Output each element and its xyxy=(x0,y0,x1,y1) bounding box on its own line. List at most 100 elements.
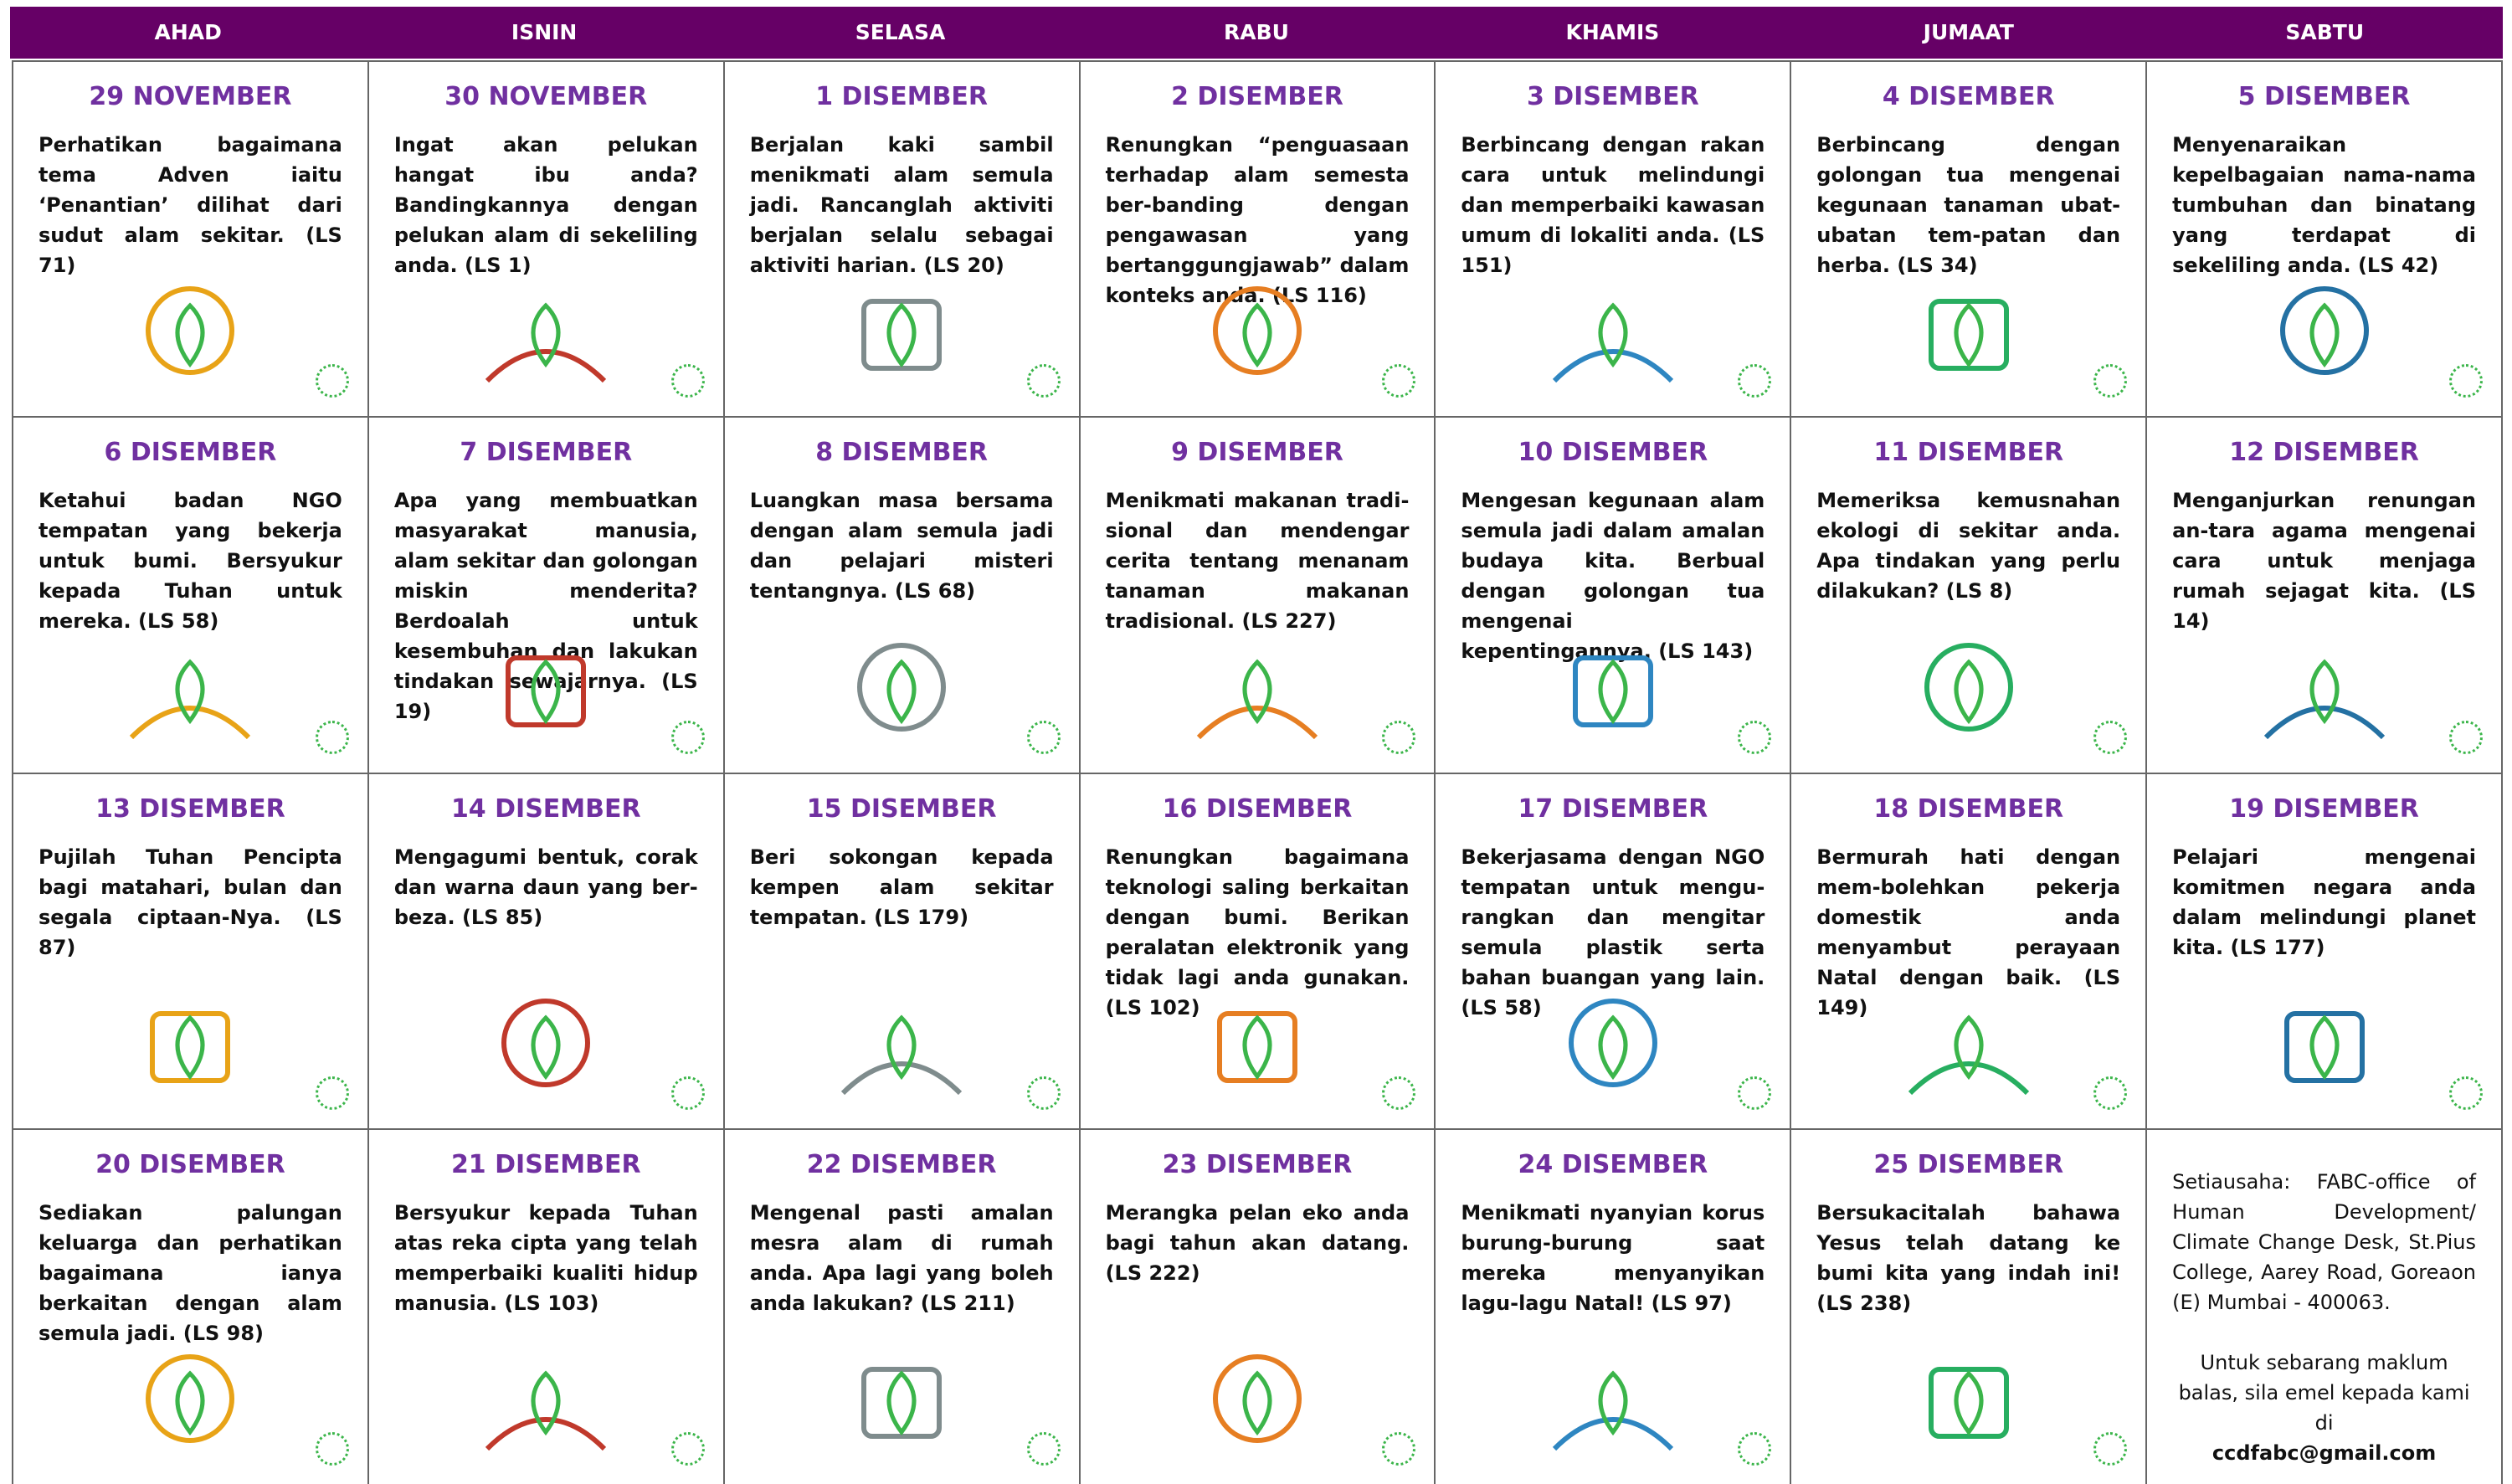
day-date: 16 DISEMBER xyxy=(1162,793,1353,824)
illustration-icon xyxy=(485,1370,607,1451)
day-activity: Perhatikan bagaimana tema Adven iaitu ‘P… xyxy=(39,133,342,277)
day-activity: Pujilah Tuhan Pencipta bagi matahari, bu… xyxy=(39,845,342,959)
illustration-icon xyxy=(485,302,607,383)
day-cell: 5 DISEMBER Menyenaraikan kepelbagaian nam… xyxy=(2147,62,2503,418)
check-circle xyxy=(1382,364,1416,398)
check-circle xyxy=(670,364,705,398)
day-activity: Merangka pelan eko anda bagi tahun akan … xyxy=(1105,1200,1410,1285)
day-cell: 21 DISEMBER Bersyukur kepada Tuhan atas r… xyxy=(368,1129,725,1484)
day-date: 6 DISEMBER xyxy=(104,438,277,468)
day-activity: Pelajari mengenai komitmen negara anda d… xyxy=(2172,845,2476,959)
day-cell: 12 DISEMBER Menganjurkan renungan an-tara… xyxy=(2147,418,2503,774)
check-circle xyxy=(1738,1432,1772,1466)
weekday-label: JUMAAT xyxy=(1923,20,2014,44)
day-cell: 14 DISEMBER Mengagumi bentuk, corak dan w… xyxy=(368,773,725,1130)
day-cell: 7 DISEMBER Apa yang membuatkan masyarakat… xyxy=(368,418,725,774)
illustration-icon xyxy=(1552,302,1673,383)
day-date: 4 DISEMBER xyxy=(1882,82,2055,111)
weekday-label: SABTU xyxy=(2285,20,2365,44)
illustration-icon xyxy=(2283,1010,2365,1083)
day-activity: Ketahui badan NGO tempatan yang bekerja … xyxy=(39,489,342,634)
check-circle xyxy=(2449,364,2483,398)
day-date: 18 DISEMBER xyxy=(1873,793,2064,824)
day-date: 30 NOVEMBER xyxy=(444,82,648,111)
day-cell: 8 DISEMBER Luangkan masa bersama dengan a… xyxy=(724,418,1081,774)
day-cell: 4 DISEMBER Berbincang dengan golongan tua… xyxy=(1791,62,2148,418)
illustration-icon xyxy=(841,1014,963,1095)
day-activity: Bersyukur kepada Tuhan atas reka cipta y… xyxy=(393,1200,698,1315)
day-cell: 29 NOVEMBER Perhatikan bagaimana tema Adv… xyxy=(13,62,369,418)
day-activity: Menikmati makanan tradi-sional dan mende… xyxy=(1105,489,1410,634)
day-date: 17 DISEMBER xyxy=(1518,793,1708,824)
check-circle xyxy=(315,720,349,754)
check-circle xyxy=(2449,1076,2483,1110)
day-cell: 19 DISEMBER Pelajari mengenai komitmen ne… xyxy=(2147,773,2503,1130)
illustration-icon xyxy=(1196,658,1318,739)
illustration-icon xyxy=(857,642,947,732)
day-activity: Bersukacitalah bahawa Yesus telah datang… xyxy=(1816,1200,2121,1315)
day-activity: Berbincang dengan golongan tua mengenai … xyxy=(1816,133,2121,277)
day-cell: 2 DISEMBER Renungkan “penguasaan terhadap… xyxy=(1080,62,1436,418)
day-cell: 25 DISEMBER Bersukacitalah bahawa Yesus t… xyxy=(1791,1129,2148,1484)
check-circle xyxy=(670,1432,705,1466)
day-cell: 1 DISEMBER Berjalan kaki sambil menikmati… xyxy=(724,62,1081,418)
day-cell: 10 DISEMBER Mengesan kegunaan alam semula… xyxy=(1436,418,1792,774)
day-date: 13 DISEMBER xyxy=(95,793,285,824)
day-date: 24 DISEMBER xyxy=(1518,1149,1708,1179)
check-circle xyxy=(2093,364,2128,398)
illustration-icon xyxy=(1212,1354,1302,1443)
day-date: 23 DISEMBER xyxy=(1162,1149,1353,1179)
contact-address: Setiausaha: FABC-office of Human Develop… xyxy=(2172,1169,2476,1314)
check-circle xyxy=(1382,1076,1416,1110)
day-cell: 22 DISEMBER Mengenal pasti amalan mesra a… xyxy=(724,1129,1081,1484)
check-circle xyxy=(315,1432,349,1466)
weekday-label: ISNIN xyxy=(511,20,578,44)
check-circle xyxy=(1026,1432,1061,1466)
day-date: 3 DISEMBER xyxy=(1526,82,1699,111)
check-circle xyxy=(1738,1076,1772,1110)
check-circle xyxy=(2093,1076,2128,1110)
check-circle xyxy=(1382,720,1416,754)
illustration-icon xyxy=(150,1010,231,1083)
illustration-icon xyxy=(146,1354,235,1443)
day-date: 2 DISEMBER xyxy=(1171,82,1343,111)
day-cell: 20 DISEMBER Sediakan palungan keluarga da… xyxy=(13,1129,369,1484)
day-activity: Mengesan kegunaan alam semula jadi dalam… xyxy=(1461,489,1765,664)
weekday-label: AHAD xyxy=(154,20,222,44)
check-circle xyxy=(670,720,705,754)
illustration-icon xyxy=(506,655,587,727)
illustration-icon xyxy=(1572,655,1653,727)
day-cell: 3 DISEMBER Berbincang dengan rakan cara u… xyxy=(1436,62,1792,418)
check-circle xyxy=(2093,1432,2128,1466)
day-cell: 23 DISEMBER Merangka pelan eko anda bagi … xyxy=(1080,1129,1436,1484)
day-date: 7 DISEMBER xyxy=(460,438,633,468)
day-cell: 24 DISEMBER Menikmati nyanyian korus buru… xyxy=(1436,1129,1792,1484)
day-activity: Renungkan “penguasaan terhadap alam seme… xyxy=(1105,133,1410,307)
day-activity: Menganjurkan renungan an-tara agama meng… xyxy=(2172,489,2476,634)
day-activity: Memeriksa kemusnahan ekologi di sekitar … xyxy=(1816,489,2121,603)
day-date: 29 NOVEMBER xyxy=(89,82,292,111)
day-activity: Beri sokongan kepada kempen alam sekitar… xyxy=(749,845,1054,929)
day-date: 21 DISEMBER xyxy=(450,1149,641,1179)
check-circle xyxy=(315,364,349,398)
day-activity: Luangkan masa bersama dengan alam semula… xyxy=(749,489,1054,603)
day-activity: Sediakan palungan keluarga dan perhatika… xyxy=(39,1200,342,1345)
day-cell: 11 DISEMBER Memeriksa kemusnahan ekologi … xyxy=(1791,418,2148,774)
day-date: 1 DISEMBER xyxy=(815,82,989,111)
day-date: 11 DISEMBER xyxy=(1873,438,2064,468)
day-cell: 17 DISEMBER Bekerjasama dengan NGO tempat… xyxy=(1436,773,1792,1130)
day-date: 5 DISEMBER xyxy=(2237,82,2411,111)
contact-cell: Setiausaha: FABC-office of Human Develop… xyxy=(2147,1129,2503,1484)
day-cell: 18 DISEMBER Bermurah hati dengan mem-bole… xyxy=(1791,773,2148,1130)
day-activity: Menyenaraikan kepelbagaian nama-nama tum… xyxy=(2172,133,2476,277)
illustration-icon xyxy=(861,1367,943,1439)
illustration-icon xyxy=(1924,642,2013,732)
check-circle xyxy=(670,1076,705,1110)
day-activity: Renungkan bagaimana teknologi saling ber… xyxy=(1105,845,1410,1019)
day-cell: 30 NOVEMBER Ingat akan pelukan hangat ibu… xyxy=(368,62,725,418)
day-cell: 15 DISEMBER Beri sokongan kepada kempen a… xyxy=(724,773,1081,1130)
day-date: 9 DISEMBER xyxy=(1171,438,1343,468)
calendar-grid: 29 NOVEMBER Perhatikan bagaimana tema Adv… xyxy=(12,60,2503,1484)
illustration-icon xyxy=(1568,998,1657,1087)
day-activity: Berjalan kaki sambil menikmati alam semu… xyxy=(749,133,1054,277)
